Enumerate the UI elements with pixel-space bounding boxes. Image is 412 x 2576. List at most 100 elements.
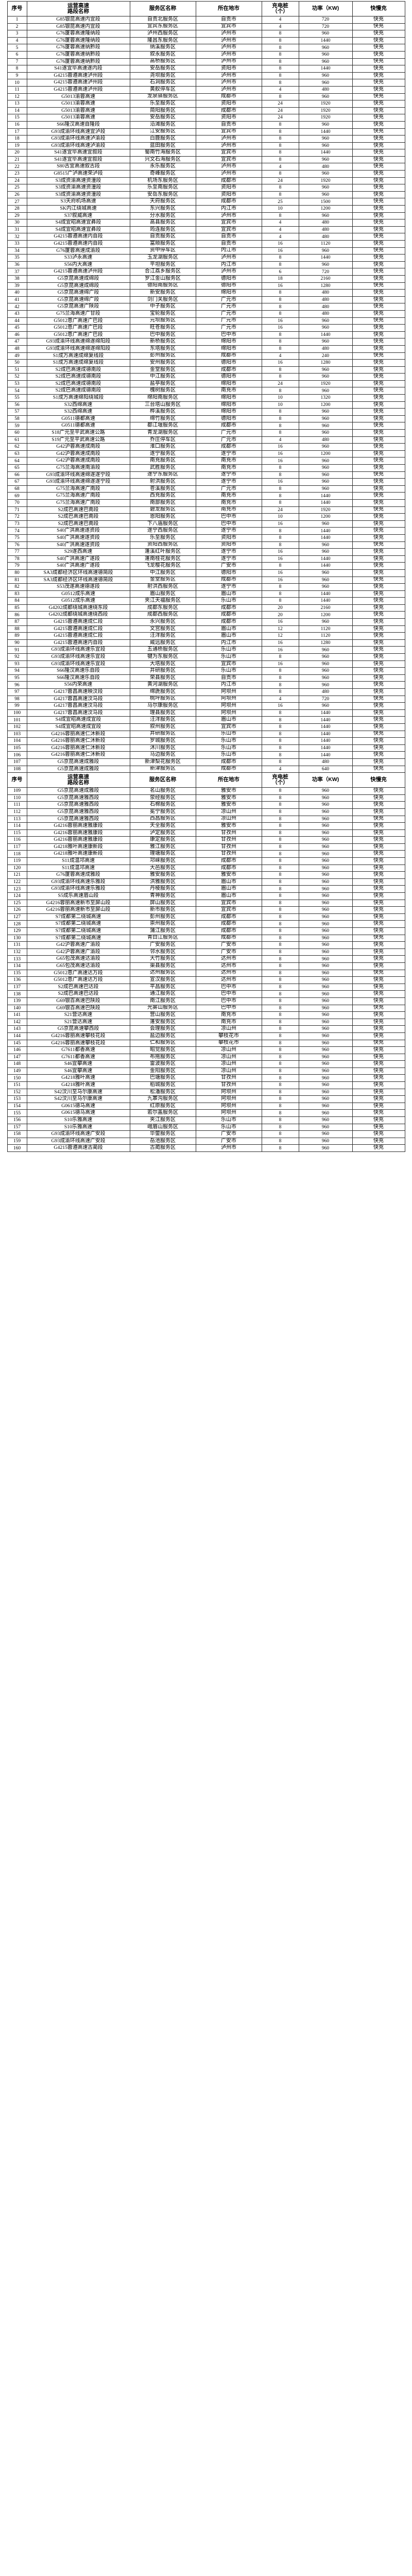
cell-road: G5京昆高速广陕段 xyxy=(26,303,130,311)
cell-piles: 8 xyxy=(261,892,299,900)
cell-road: G0512成乐高速 xyxy=(26,597,130,605)
cell-road: G4216蓉丽高速雅康段 xyxy=(26,822,130,830)
cell-index: 54 xyxy=(7,387,27,395)
cell-piles: 8 xyxy=(261,366,299,374)
cell-road: G0615德马高速 xyxy=(26,1102,130,1110)
cell-piles: 16 xyxy=(261,282,299,290)
cell-road: G4217蓉昌高速映汶段 xyxy=(26,688,130,696)
table-row: 75 S40广洪高速遂资段 乐至服务区 资阳市 8 1440 快充 xyxy=(7,534,405,542)
cell-piles: 8 xyxy=(261,1018,299,1026)
cell-road: S10乐雅高速 xyxy=(26,1123,130,1131)
cell-service-area: 德阳南服务区 xyxy=(129,282,196,290)
cell-city: 南充市 xyxy=(195,492,262,500)
cell-power: 960 xyxy=(298,324,353,332)
cell-power: 960 xyxy=(298,850,353,858)
cell-index: 21 xyxy=(7,156,27,164)
cell-road: G4216蓉丽高速仁沐新段 xyxy=(26,744,130,752)
cell-mode: 快充 xyxy=(352,562,405,570)
cell-road: S2成巴高速巴南段 xyxy=(26,506,130,514)
cell-piles: 8 xyxy=(261,93,299,101)
cell-city: 南充市 xyxy=(195,464,262,472)
cell-mode: 快充 xyxy=(352,240,405,248)
cell-road: S4成宜昭高速成宜段 xyxy=(26,723,130,731)
cell-power: 960 xyxy=(298,1137,353,1145)
cell-service-area: 安岳东服务区 xyxy=(129,191,196,199)
cell-piles: 8 xyxy=(261,527,299,535)
cell-road: G75兰海高速广南段 xyxy=(26,492,130,500)
table-row: 95 S66隆汉高速乐自段 荣县服务区 自贡市 8 960 快充 xyxy=(7,674,405,682)
cell-index: 124 xyxy=(7,892,27,900)
table-row: 152 S42汶川至马尔康高速 松潘服务区 阿坝州 8 960 快充 xyxy=(7,1088,405,1096)
cell-city: 资阳市 xyxy=(195,191,262,199)
cell-mode: 快充 xyxy=(352,534,405,542)
cell-city: 资阳市 xyxy=(195,534,262,542)
cell-mode: 快充 xyxy=(352,843,405,851)
cell-city: 内江市 xyxy=(195,205,262,213)
header-mode: 快慢充 xyxy=(352,772,405,788)
cell-road: SK内江绕城高速 xyxy=(26,205,130,213)
cell-index: 40 xyxy=(7,289,27,297)
cell-city: 成都市 xyxy=(195,934,262,942)
cell-service-area: 乐至服务区 xyxy=(129,534,196,542)
cell-road: G65包茂高速达渝段 xyxy=(26,955,130,963)
table-row: 123 G93成渝环线高速乐雅段 丹棱服务区 眉山市 8 960 快充 xyxy=(7,885,405,893)
cell-mode: 快充 xyxy=(352,1081,405,1089)
cell-service-area: 彭州服务区 xyxy=(129,352,196,360)
table-row: 44 G5012恩广高速广巴段 元坝服务区 广元市 16 960 快充 xyxy=(7,317,405,325)
cell-road: S2成巴高速成德南段 xyxy=(26,380,130,388)
cell-city: 阿坝州 xyxy=(195,702,262,710)
cell-city: 凉山州 xyxy=(195,808,262,816)
cell-city: 宜宾市 xyxy=(195,156,262,164)
cell-city: 阿坝州 xyxy=(195,695,262,703)
table-row: 151 G4218雅叶高速 稻城服务区 甘孜州 8 960 快充 xyxy=(7,1081,405,1089)
cell-road: S2成巴高速巴南段 xyxy=(26,513,130,521)
cell-road: G5京昆高速成雅段 xyxy=(26,758,130,766)
cell-piles: 8 xyxy=(261,885,299,893)
table-row: 157 S10乐雅高速 峨眉山服务区 乐山市 8 960 快充 xyxy=(7,1123,405,1131)
cell-road: G4216蓉丽高速仁沐新段 xyxy=(26,730,130,738)
cell-mode: 快充 xyxy=(352,107,405,115)
cell-index: 59 xyxy=(7,422,27,430)
table-row: 140 G69银百高速巴陕段 光雾山服务区 巴中市 8 960 快充 xyxy=(7,1004,405,1012)
cell-mode: 快充 xyxy=(352,801,405,809)
cell-power: 960 xyxy=(298,541,353,549)
cell-city: 甘孜州 xyxy=(195,836,262,844)
cell-index: 102 xyxy=(7,723,27,731)
cell-power: 960 xyxy=(298,829,353,837)
cell-piles: 16 xyxy=(261,548,299,556)
cell-service-area: 遂宁西服务区 xyxy=(129,527,196,535)
table-row: 158 G93成渝环线高速广安段 华蓥服务区 广安市 8 960 快充 xyxy=(7,1130,405,1138)
cell-service-area: 新津梨花服务区 xyxy=(129,758,196,766)
cell-road: G4215蓉遵高速泸州段 xyxy=(26,79,130,87)
cell-city: 成都市 xyxy=(195,422,262,430)
cell-service-area: 槐树服务区 xyxy=(129,387,196,395)
cell-index: 114 xyxy=(7,822,27,830)
cell-mode: 快充 xyxy=(352,955,405,963)
cell-index: 15 xyxy=(7,114,27,122)
cell-service-area: 蓬溪红叶服务区 xyxy=(129,548,196,556)
cell-index: 128 xyxy=(7,920,27,928)
cell-index: 113 xyxy=(7,815,27,823)
cell-mode: 快充 xyxy=(352,765,405,773)
cell-road: S4成宜昭高速宜彝段 xyxy=(26,219,130,227)
cell-piles: 8 xyxy=(261,871,299,879)
cell-road: S10乐雅高速 xyxy=(26,1116,130,1124)
cell-mode: 快充 xyxy=(352,1102,405,1110)
table-row: 33 G4215蓉遵高速内自段 富顺服务区 自贡市 16 1120 快充 xyxy=(7,240,405,248)
cell-service-area: 雅江服务区 xyxy=(129,843,196,851)
table-row: 53 S2成巴高速成德南段 盐亭服务区 绵阳市 24 1920 快充 xyxy=(7,380,405,388)
cell-index: 146 xyxy=(7,1046,27,1054)
cell-piles: 24 xyxy=(261,177,299,185)
cell-power: 1440 xyxy=(298,590,353,598)
cell-power: 960 xyxy=(298,857,353,865)
table-row: 39 G5京昆高速成绵段 德阳南服务区 德阳市 16 1280 快充 xyxy=(7,282,405,290)
table-row: 58 G0511德都高速 绵竹服务区 德阳市 8 960 快充 xyxy=(7,415,405,423)
cell-road: S32西绵高速 xyxy=(26,408,130,416)
cell-index: 83 xyxy=(7,590,27,598)
cell-service-area: 金堂服务区 xyxy=(129,576,196,584)
cell-city: 资阳市 xyxy=(195,541,262,549)
cell-index: 65 xyxy=(7,464,27,472)
cell-city: 泸州市 xyxy=(195,170,262,178)
cell-piles: 8 xyxy=(261,149,299,157)
cell-city: 凉山州 xyxy=(195,1067,262,1075)
